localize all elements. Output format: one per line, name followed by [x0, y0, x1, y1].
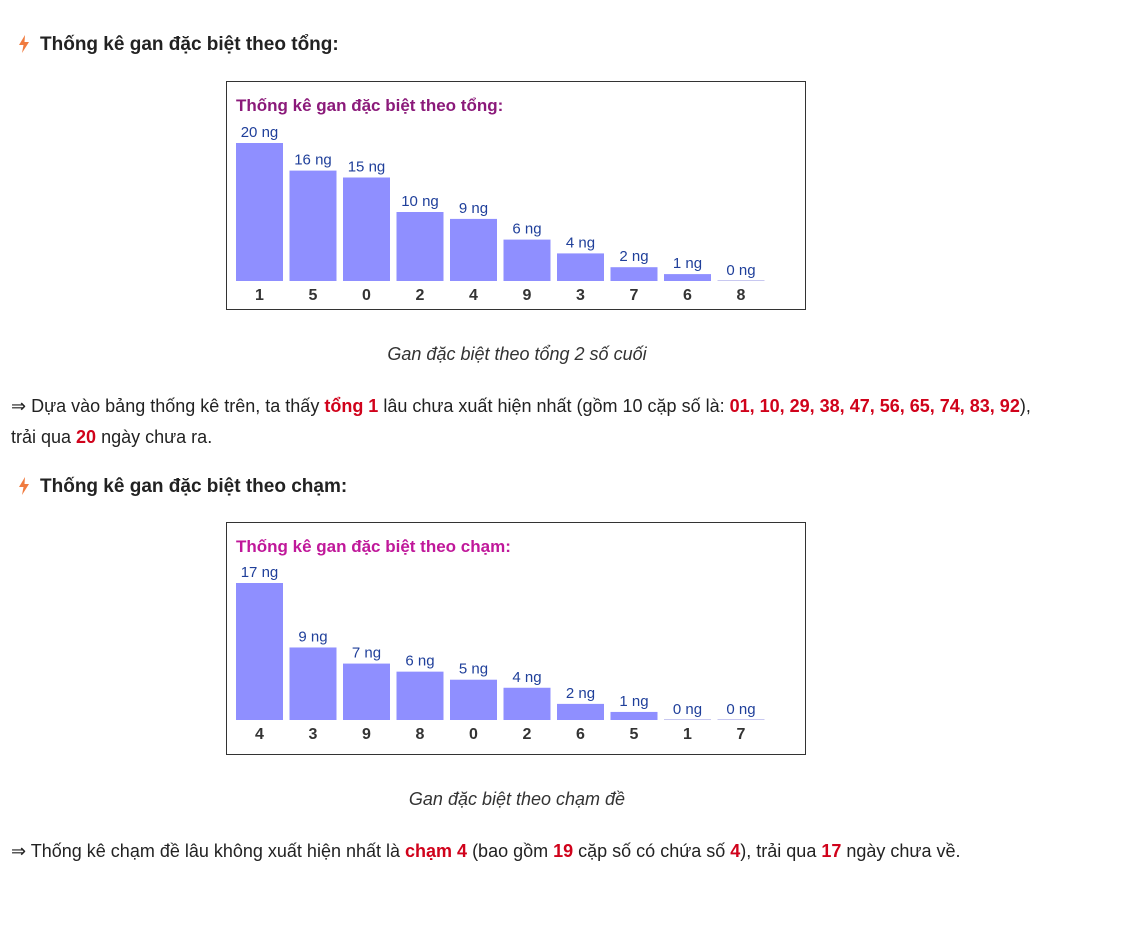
chart-tong-category-label: 1: [255, 287, 264, 304]
chart-cham-bar: [610, 711, 658, 720]
para-tong-text-3: ), trải qua: [11, 396, 1031, 447]
section-heading-tong-text: Thống kê gan đặc biệt theo tổng:: [40, 34, 339, 55]
para-cham-text-4: ), trải qua: [740, 841, 822, 861]
chart-cham-category-label: 8: [416, 726, 425, 743]
para-tong-highlight-2: 01, 10, 29, 38, 47, 56, 65, 74, 83, 92: [729, 396, 1020, 416]
chart-tong-category-label: 3: [576, 287, 585, 304]
para-cham-highlight-4: 17: [821, 841, 842, 861]
para-cham-highlight-1: chạm 4: [405, 841, 468, 861]
chart-tong-svg: Thống kê gan đặc biệt theo tổng:20 ng116…: [236, 96, 765, 304]
chart-cham-value-label: 4 ng: [512, 669, 541, 686]
chart-cham-value-label: 0 ng: [673, 701, 702, 718]
chart-cham-value-label: 9 ng: [298, 628, 327, 645]
para-cham-text-1: ⇒ Thống kê chạm đề lâu không xuất hiện n…: [11, 841, 406, 861]
chart-cham-bar: [236, 583, 283, 720]
para-cham-text-2: (bao gồm: [467, 841, 554, 861]
para-tong-highlight-1: tổng 1: [324, 396, 379, 416]
chart-cham-bar: [289, 647, 337, 720]
para-cham-text-5: ngày chưa về.: [841, 841, 961, 861]
chart-tong-value-label: 4 ng: [566, 234, 595, 251]
chart-tong-bar: [343, 177, 390, 281]
chart-cham-category-label: 0: [469, 726, 478, 743]
lightning-icon: [18, 477, 30, 501]
para-tong-text-4: ngày chưa ra.: [96, 427, 213, 447]
chart-tong-caption: Gan đặc biệt theo tổng 2 số cuối: [387, 344, 647, 364]
chart-cham-value-label: 7 ng: [352, 645, 381, 662]
chart-cham-svg: Thống kê gan đặc biệt theo chạm:17 ng49 …: [236, 537, 765, 743]
chart-tong-bar: [557, 253, 604, 281]
chart-tong-title: Thống kê gan đặc biệt theo tổng:: [236, 96, 503, 115]
para-cham-highlight-2: 19: [553, 841, 574, 861]
chart-tong-value-label: 9 ng: [459, 200, 488, 217]
chart-cham-bar: [503, 687, 551, 720]
para-tong-highlight-3: 20: [76, 427, 97, 447]
chart-cham-category-label: 6: [576, 726, 585, 743]
chart-tong-category-label: 0: [362, 287, 371, 304]
chart-tong-bar: [450, 218, 497, 281]
chart-cham-bar: [343, 663, 390, 720]
chart-tong-bar: [664, 274, 711, 281]
section-heading-cham-text: Thống kê gan đặc biệt theo chạm:: [40, 476, 348, 497]
chart-cham: Thống kê gan đặc biệt theo chạm: 17 ng 4 9 …: [226, 522, 806, 755]
para-cham-text-3: cặp số có chứa số: [573, 841, 731, 861]
chart-cham-caption: Gan đặc biệt theo chạm đề: [408, 789, 626, 809]
chart-cham-bar: [557, 703, 604, 720]
chart-cham-value-label: 1 ng: [619, 693, 648, 710]
lightning-icon: [18, 35, 30, 59]
section-heading-cham: Thống kê gan đặc biệt theo chạm:: [18, 476, 347, 501]
chart-tong-category-label: 2: [416, 287, 425, 304]
chart-cham-bar: [396, 671, 444, 720]
chart-cham-category-label: 3: [309, 726, 318, 743]
chart-tong-value-label: 10 ng: [401, 193, 439, 210]
chart-cham-category-label: 5: [630, 726, 639, 743]
chart-cham-category-label: 2: [523, 726, 532, 743]
chart-cham-value-label: 0 ng: [726, 701, 755, 718]
chart-tong-category-label: 7: [630, 287, 639, 304]
chart-tong-bar: [236, 143, 283, 281]
chart-cham-bar: [450, 679, 497, 720]
chart-cham-value-label: 2 ng: [566, 685, 595, 702]
section-heading-tong: Thống kê gan đặc biệt theo tổng:: [18, 34, 339, 59]
chart-tong-category-label: 4: [469, 287, 478, 304]
chart-tong-bar: [289, 170, 337, 281]
chart-cham-category-label: 7: [737, 726, 746, 743]
chart-tong-value-label: 16 ng: [294, 152, 332, 169]
chart-tong-category-label: 9: [523, 287, 532, 304]
chart-cham-value-label: 5 ng: [459, 661, 488, 678]
paragraph-cham: ⇒ Thống kê chạm đề lâu không xuất hiện n…: [11, 836, 1051, 867]
chart-tong-category-label: 8: [737, 287, 746, 304]
chart-cham-value-label: 17 ng: [241, 564, 279, 581]
chart-cham-category-label: 1: [683, 726, 692, 743]
chart-tong-value-label: 1 ng: [673, 255, 702, 272]
paragraph-tong: ⇒ Dựa vào bảng thống kê trên, ta thấy tổ…: [11, 391, 1051, 453]
chart-tong-bar: [610, 267, 658, 281]
para-cham-highlight-3: 4: [730, 841, 741, 861]
chart-cham-title: Thống kê gan đặc biệt theo chạm:: [236, 537, 511, 556]
chart-cham-value-label: 6 ng: [405, 653, 434, 670]
chart-cham-category-label: 9: [362, 726, 371, 743]
chart-tong: Thống kê gan đặc biệt theo tổng: 20 ng 1 16…: [226, 81, 806, 310]
chart-tong-value-label: 15 ng: [348, 159, 386, 176]
chart-tong-value-label: 6 ng: [512, 221, 541, 238]
chart-tong-value-label: 0 ng: [726, 262, 755, 279]
chart-cham-category-label: 4: [255, 726, 264, 743]
chart-tong-category-label: 6: [683, 287, 692, 304]
chart-tong-bar: [396, 212, 444, 281]
chart-tong-bar: [503, 239, 551, 281]
para-tong-text-2: lâu chưa xuất hiện nhất (gồm 10 cặp số l…: [378, 396, 730, 416]
chart-tong-category-label: 5: [309, 287, 318, 304]
para-tong-text-1: ⇒ Dựa vào bảng thống kê trên, ta thấy: [11, 396, 325, 416]
chart-tong-value-label: 2 ng: [619, 248, 648, 265]
chart-tong-value-label: 20 ng: [241, 124, 279, 141]
